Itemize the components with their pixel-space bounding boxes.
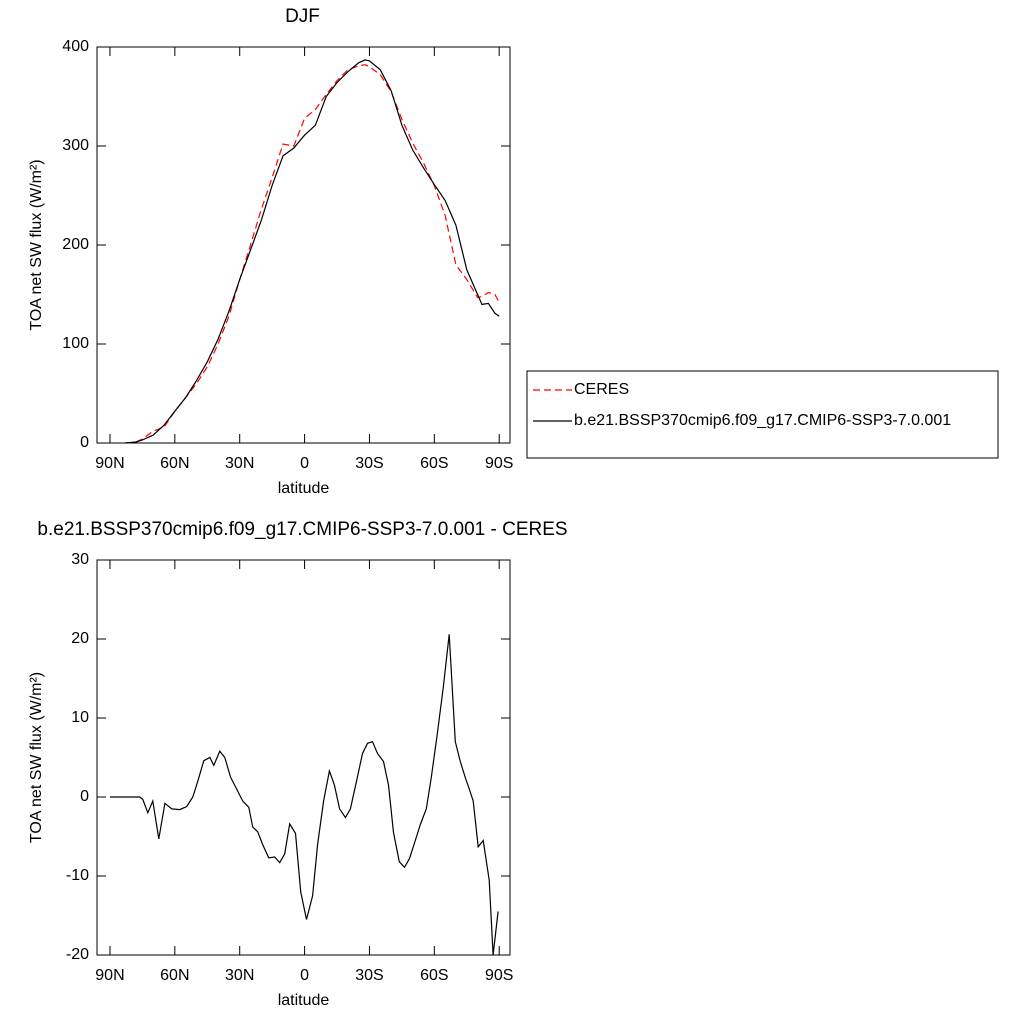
y-tick-label: 200 xyxy=(62,236,89,253)
x-tick-label: 90N xyxy=(95,967,124,984)
x-tick-label: 90S xyxy=(485,967,513,984)
x-axis-label: latitude xyxy=(278,480,330,497)
x-tick-label: 30S xyxy=(355,967,383,984)
x-axis-label: latitude xyxy=(278,992,330,1009)
y-axis-label: TOA net SW flux (W/m²) xyxy=(28,159,45,330)
y-tick-label: 300 xyxy=(62,137,89,154)
y-tick-label: 0 xyxy=(80,788,89,805)
x-tick-label: 90N xyxy=(95,455,124,472)
x-tick-label: 30S xyxy=(355,455,383,472)
x-tick-label: 30N xyxy=(225,455,254,472)
y-tick-label: 10 xyxy=(71,709,89,726)
y-tick-label: -10 xyxy=(66,867,89,884)
y-tick-label: 400 xyxy=(62,38,89,55)
legend-label: CERES xyxy=(574,381,629,398)
data-line xyxy=(125,64,500,444)
y-tick-label: -20 xyxy=(66,946,89,963)
x-tick-label: 30N xyxy=(225,967,254,984)
x-tick-label: 0 xyxy=(300,455,309,472)
plot-frame xyxy=(96,559,511,956)
x-tick-label: 60N xyxy=(160,967,189,984)
y-tick-label: 30 xyxy=(71,551,89,568)
plot-frame xyxy=(96,46,511,444)
chart-title: DJF xyxy=(285,6,320,27)
data-line xyxy=(110,634,499,956)
y-tick-label: 20 xyxy=(71,630,89,647)
y-axis-label: TOA net SW flux (W/m²) xyxy=(28,672,45,843)
y-tick-label: 100 xyxy=(62,335,89,352)
plot: DJF 0 100 200 300 400 90N 60N 30N 0 30S 60S 90S latit… xyxy=(28,6,999,497)
y-tick-label: 0 xyxy=(80,434,89,451)
legend: CERES b.e21.BSSP370cmip6.f09_g17.CMIP6-SS… xyxy=(526,370,999,459)
data-line xyxy=(125,59,500,444)
x-tick-label: 0 xyxy=(300,967,309,984)
plot: b.e21.BSSP370cmip6.f09_g17.CMIP6-SSP3-7.… xyxy=(28,519,567,1009)
legend-box xyxy=(526,370,999,459)
x-tick-label: 60S xyxy=(420,455,448,472)
x-tick-label: 60N xyxy=(160,455,189,472)
chart-title: b.e21.BSSP370cmip6.f09_g17.CMIP6-SSP3-7.… xyxy=(37,519,567,540)
x-tick-label: 60S xyxy=(420,967,448,984)
x-tick-label: 90S xyxy=(485,455,513,472)
legend-label: b.e21.BSSP370cmip6.f09_g17.CMIP6-SSP3-7.… xyxy=(574,412,951,429)
